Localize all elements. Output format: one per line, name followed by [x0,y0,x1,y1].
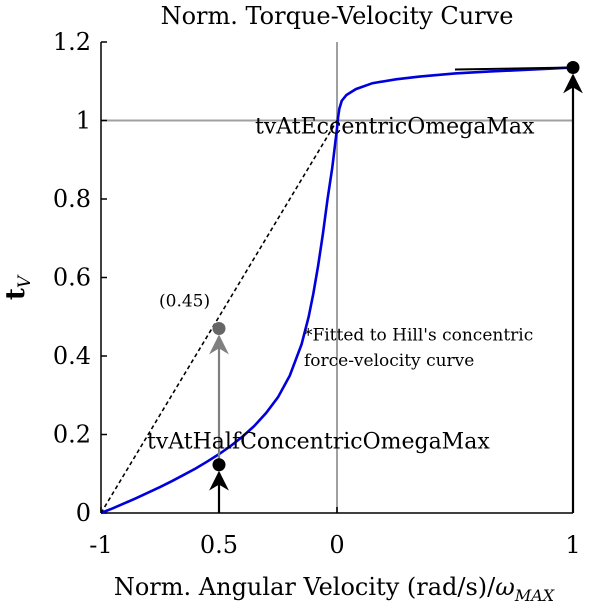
y-tick-label: 0.6 [53,264,91,292]
y-tick-label: 0.4 [53,342,91,370]
y-tick-label: 1.2 [53,28,91,56]
annotation-layer: (0.45) tvAtHalfConcentricOmegaMax tvAtEcce… [147,115,535,455]
annotation: (0.45) [159,292,210,312]
annotation: tvAtEccentricOmegaMax [255,115,535,140]
data-point-marker [212,322,226,336]
y-tick-label: 0.8 [53,185,91,213]
y-tick-label: 1 [76,107,91,135]
y-tick-label: 0.2 [53,421,91,449]
annotation: tvAtHalfConcentricOmegaMax [147,430,490,455]
x-tick-label: 0.5 [200,531,238,559]
series-layer [100,66,574,515]
torque-velocity-curve [100,66,574,515]
annotation: *Fitted to Hill's concentric [304,325,533,345]
x-tick-label: -1 [89,531,112,559]
linear-reference-line [100,120,338,514]
data-point-marker [566,61,580,75]
annotation: force-velocity curve [304,351,474,371]
y-axis-label: tV [1,274,35,300]
y-axis-label-main: t [1,288,31,300]
tick-labels: 0 0.2 0.4 0.6 0.8 1 1.2 -1 0.5 0 1 [53,28,581,559]
marker-layer [212,61,580,472]
y-axis-label-subscript: V [15,274,35,288]
tangent-segment [454,66,574,71]
x-axis-label-subscript: MAX [514,586,555,605]
x-axis-label: Norm. Angular Velocity (rad/s)/ωMAX [114,573,555,605]
arrow-layer [209,73,583,513]
y-tick-label: 0 [76,499,91,527]
x-axis-label-symbol: ω [495,573,515,601]
data-point-marker [212,458,226,472]
x-axis-label-main: Norm. Angular Velocity (rad/s)/ [114,573,496,601]
svg-text:tV: tV [1,274,35,300]
x-tick-label: 0 [329,531,344,559]
chart-title: Norm. Torque-Velocity Curve [161,2,514,30]
x-tick-label: 1 [565,531,580,559]
